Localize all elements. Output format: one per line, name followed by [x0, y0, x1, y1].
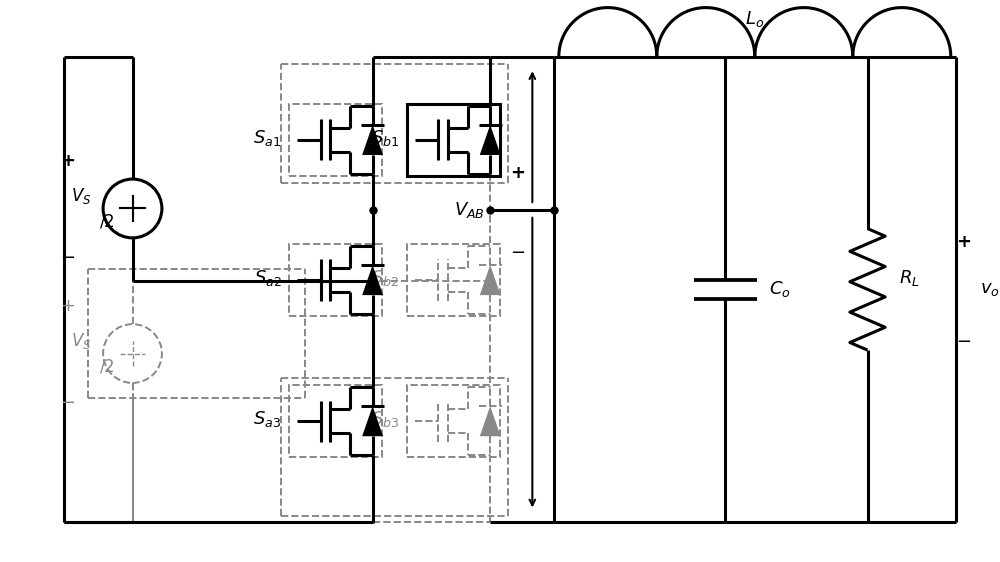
Text: $S_{b3}$: $S_{b3}$: [371, 409, 399, 429]
Polygon shape: [480, 406, 501, 436]
Text: $V_S$: $V_S$: [71, 185, 91, 206]
Text: $v_o$: $v_o$: [980, 280, 1000, 298]
Text: $S_{a3}$: $S_{a3}$: [253, 409, 281, 429]
Bar: [407, 244, 500, 316]
Polygon shape: [362, 125, 383, 155]
Bar: [289, 386, 382, 457]
Text: +: +: [60, 152, 75, 170]
Text: $C_o$: $C_o$: [769, 279, 790, 300]
Text: $S_{a1}$: $S_{a1}$: [253, 128, 281, 148]
Text: $V_S$: $V_S$: [71, 331, 91, 351]
Text: $/2$: $/2$: [99, 212, 115, 230]
Text: $L_o$: $L_o$: [745, 9, 764, 29]
Text: $S_{b2}$: $S_{b2}$: [371, 268, 399, 288]
Text: +: +: [956, 233, 971, 251]
Text: $-$: $-$: [956, 331, 971, 350]
Text: $-$: $-$: [60, 392, 75, 410]
Text: $R_L$: $R_L$: [899, 268, 920, 288]
Polygon shape: [480, 125, 501, 155]
Bar: [407, 386, 500, 457]
Bar: [289, 244, 382, 316]
Text: +: +: [510, 164, 525, 182]
Text: $S_{a2}$: $S_{a2}$: [254, 268, 281, 288]
Bar: [407, 104, 500, 175]
Text: +: +: [60, 297, 75, 315]
Text: $/2$: $/2$: [99, 357, 115, 375]
Text: $-$: $-$: [510, 242, 525, 260]
Polygon shape: [480, 265, 501, 295]
Polygon shape: [362, 406, 383, 436]
Text: $V_{AB}$: $V_{AB}$: [454, 200, 485, 220]
Polygon shape: [362, 265, 383, 295]
Bar: [289, 104, 382, 175]
Text: $-$: $-$: [60, 247, 75, 265]
Text: $S_{b1}$: $S_{b1}$: [371, 128, 399, 148]
